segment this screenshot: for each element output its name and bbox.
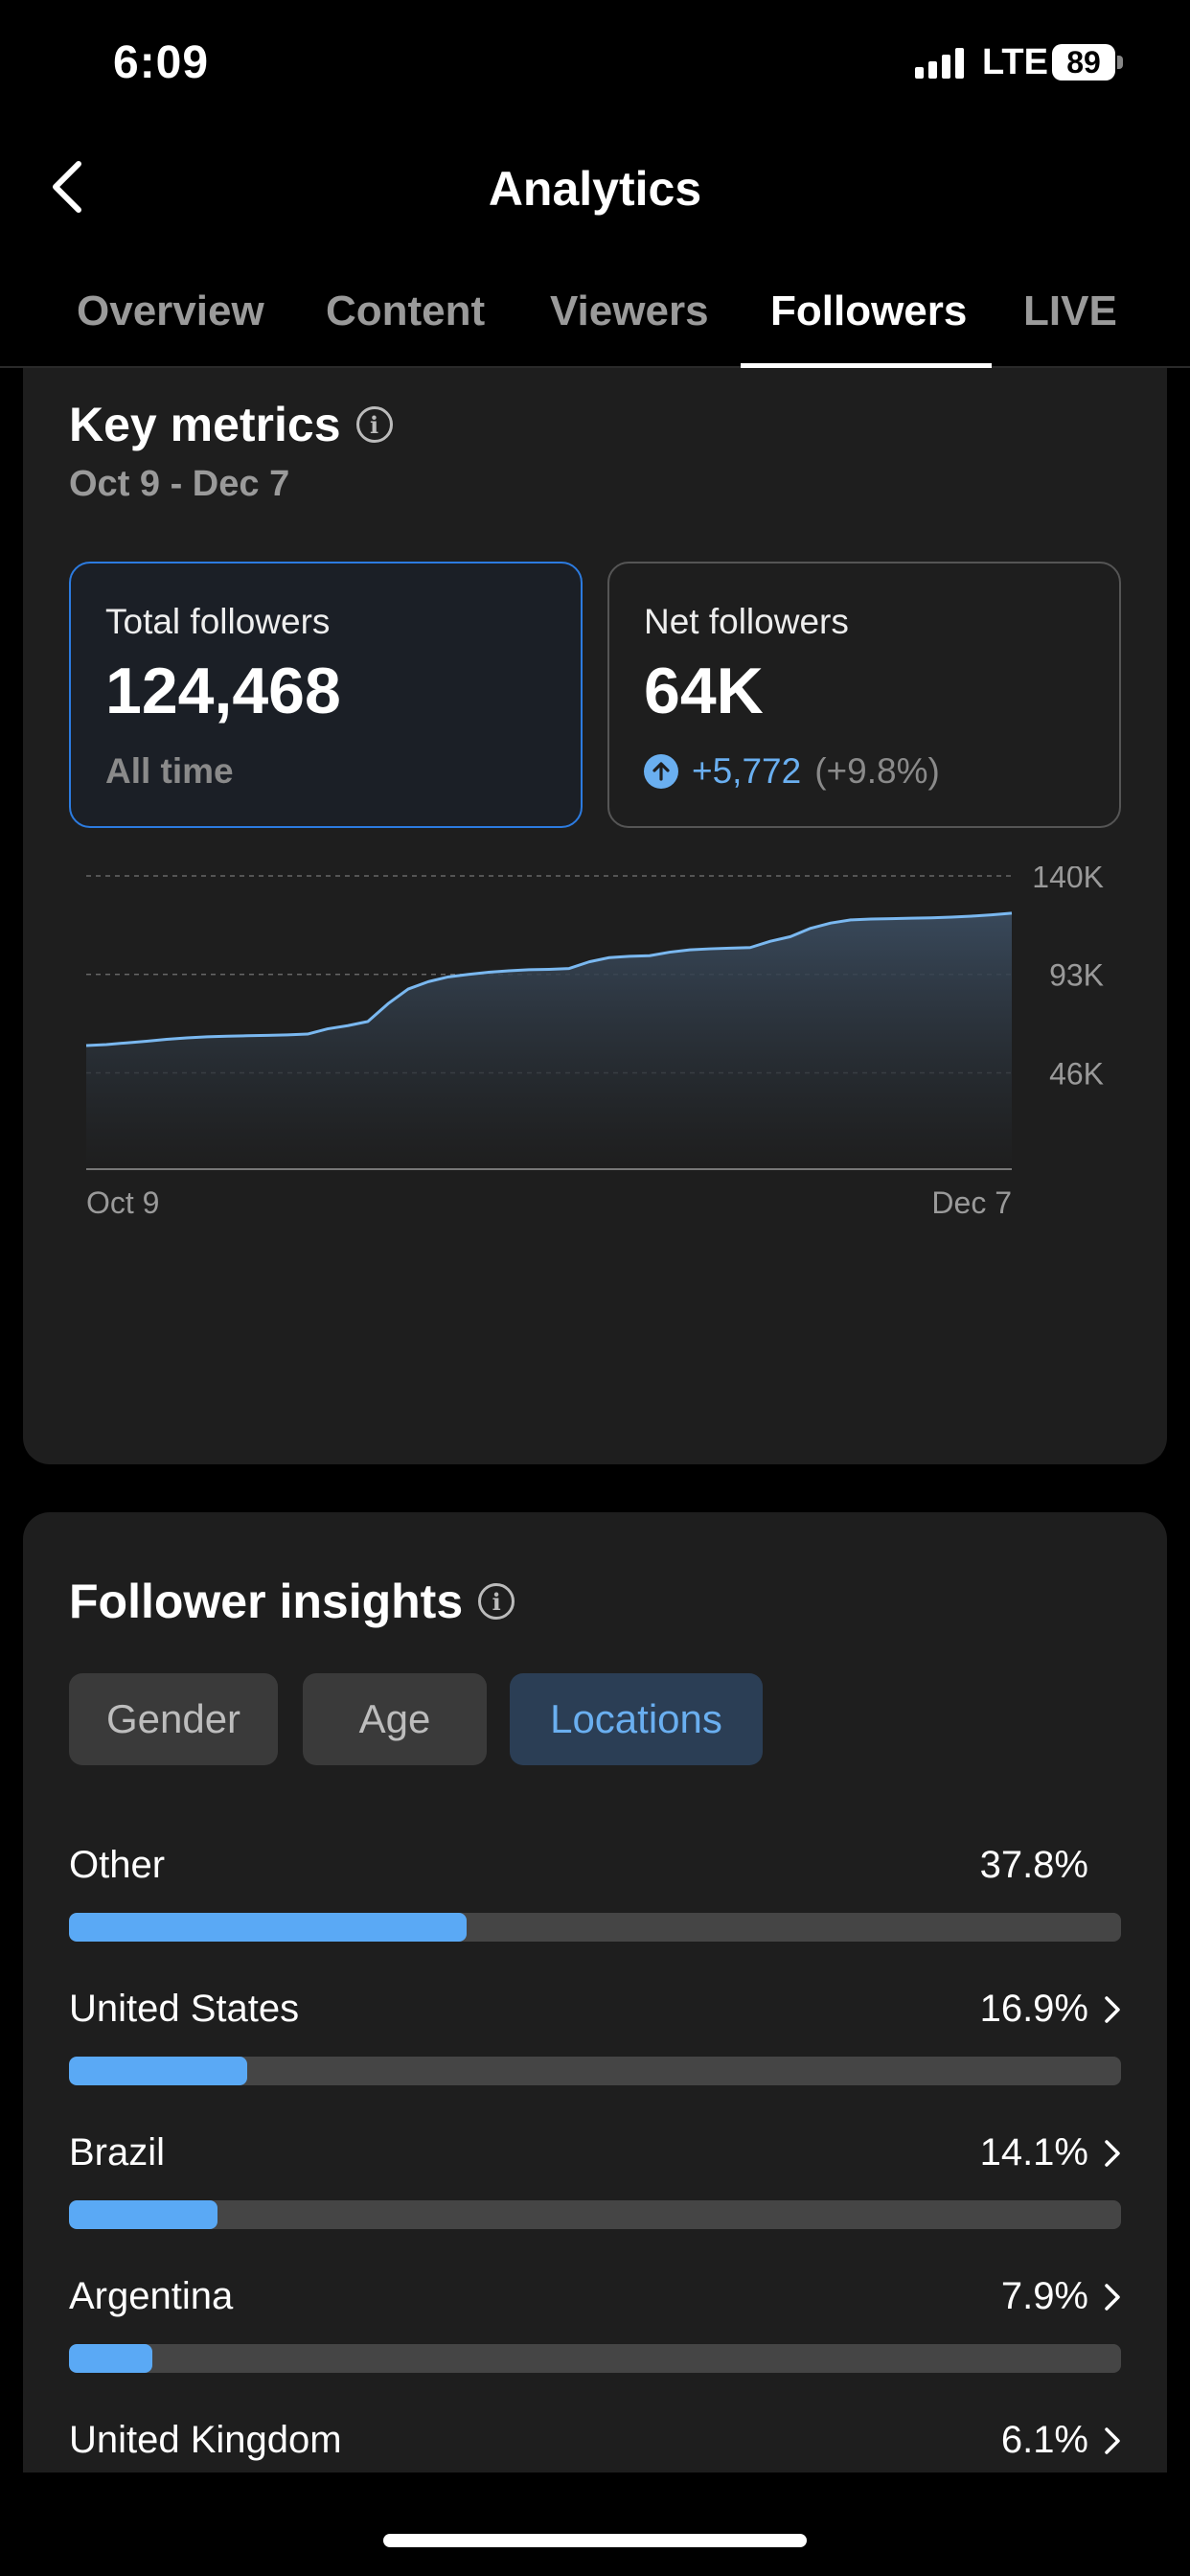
- follower-insights-card: Follower insights i Gender Age Locations…: [23, 1512, 1167, 2472]
- follower-insights-title-text: Follower insights: [69, 1575, 464, 1628]
- tab-followers[interactable]: Followers: [770, 288, 968, 334]
- followers-chart[interactable]: 140K 93K 46K Oct 9 Dec 7: [23, 866, 1167, 1403]
- y-tick-label: 140K: [1032, 866, 1104, 894]
- chevron-right-icon: [1105, 2284, 1120, 2311]
- net-followers-change: +5,772 (+9.8%): [644, 751, 940, 792]
- location-bar-track: [69, 1913, 1121, 1942]
- tab-bar: Overview Content Viewers Followers LIVE: [0, 278, 1190, 368]
- chart-line: [85, 911, 1013, 1047]
- segment-gender[interactable]: Gender: [69, 1673, 278, 1765]
- chevron-right-icon: [1105, 2140, 1120, 2167]
- info-icon[interactable]: i: [478, 1583, 515, 1620]
- location-item[interactable]: United States 16.9%: [69, 1988, 1121, 2103]
- chart-area: [86, 912, 1012, 1169]
- location-bar-fill: [69, 2200, 217, 2229]
- home-indicator[interactable]: [383, 2534, 807, 2547]
- battery-tip: [1117, 56, 1123, 69]
- key-metrics-card: Key metrics i Oct 9 - Dec 7 Total follow…: [23, 368, 1167, 1464]
- date-range: Oct 9 - Dec 7: [69, 464, 290, 504]
- segment-age[interactable]: Age: [303, 1673, 487, 1765]
- tab-overview[interactable]: Overview: [77, 288, 264, 334]
- location-item[interactable]: Argentina 7.9%: [69, 2275, 1121, 2390]
- status-time: 6:09: [113, 37, 210, 88]
- location-item[interactable]: United Kingdom 6.1%: [69, 2419, 1121, 2472]
- location-percent: 6.1%: [1000, 2419, 1088, 2461]
- location-name: Brazil: [69, 2131, 166, 2174]
- location-bar-track: [69, 2200, 1121, 2229]
- y-tick-label: 93K: [1049, 958, 1104, 993]
- network-label: LTE: [982, 42, 1048, 82]
- location-percent: 14.1%: [979, 2131, 1088, 2174]
- location-bar-fill: [69, 1913, 468, 1942]
- page-title: Analytics: [488, 162, 702, 216]
- location-percent: 7.9%: [1000, 2275, 1088, 2317]
- signal-icon: [915, 48, 964, 79]
- battery-icon: 89: [1052, 44, 1115, 80]
- location-bar-fill: [69, 2344, 152, 2373]
- location-item: Other 37.8%: [69, 1844, 1121, 1959]
- net-followers-card[interactable]: Net followers 64K +5,772 (+9.8%): [607, 562, 1121, 828]
- location-bar-track: [69, 2344, 1121, 2373]
- change-value: +5,772: [692, 751, 802, 791]
- chevron-left-icon: [53, 161, 81, 213]
- follower-insights-title: Follower insights i: [69, 1574, 515, 1629]
- change-percent: (+9.8%): [814, 751, 940, 791]
- key-metrics-title: Key metrics i: [69, 397, 393, 452]
- total-followers-value: 124,468: [105, 655, 341, 727]
- net-followers-label: Net followers: [644, 602, 849, 641]
- location-name: United States: [69, 1988, 300, 2030]
- info-icon[interactable]: i: [355, 406, 393, 443]
- total-followers-sub: All time: [105, 751, 234, 791]
- chevron-right-icon: [1105, 1996, 1120, 2023]
- location-name: Other: [69, 1844, 166, 1886]
- x-tick-label: Oct 9: [86, 1185, 159, 1220]
- location-percent: 16.9%: [979, 1988, 1088, 2030]
- key-metrics-title-text: Key metrics: [69, 398, 341, 451]
- y-tick-label: 46K: [1049, 1056, 1104, 1091]
- location-name: United Kingdom: [69, 2419, 342, 2461]
- arrow-up-icon: [644, 754, 678, 789]
- net-followers-value: 64K: [644, 655, 764, 727]
- total-followers-card[interactable]: Total followers 124,468 All time: [69, 562, 583, 828]
- tab-live[interactable]: LIVE: [1023, 288, 1117, 334]
- segment-locations[interactable]: Locations: [510, 1673, 763, 1765]
- active-tab-indicator: [741, 363, 992, 368]
- location-bar-track: [69, 2057, 1121, 2085]
- location-name: Argentina: [69, 2275, 234, 2317]
- x-tick-label: Dec 7: [931, 1185, 1012, 1220]
- chevron-right-icon: [1105, 2427, 1120, 2454]
- location-percent: 37.8%: [979, 1844, 1088, 1886]
- location-item[interactable]: Brazil 14.1%: [69, 2131, 1121, 2246]
- status-bar: 6:09 LTE 89: [0, 0, 1190, 134]
- battery-level: 89: [1066, 44, 1101, 80]
- back-button[interactable]: [38, 153, 96, 220]
- tab-viewers[interactable]: Viewers: [550, 288, 709, 334]
- total-followers-label: Total followers: [105, 602, 331, 641]
- tab-content[interactable]: Content: [326, 288, 486, 334]
- location-bar-fill: [69, 2057, 247, 2085]
